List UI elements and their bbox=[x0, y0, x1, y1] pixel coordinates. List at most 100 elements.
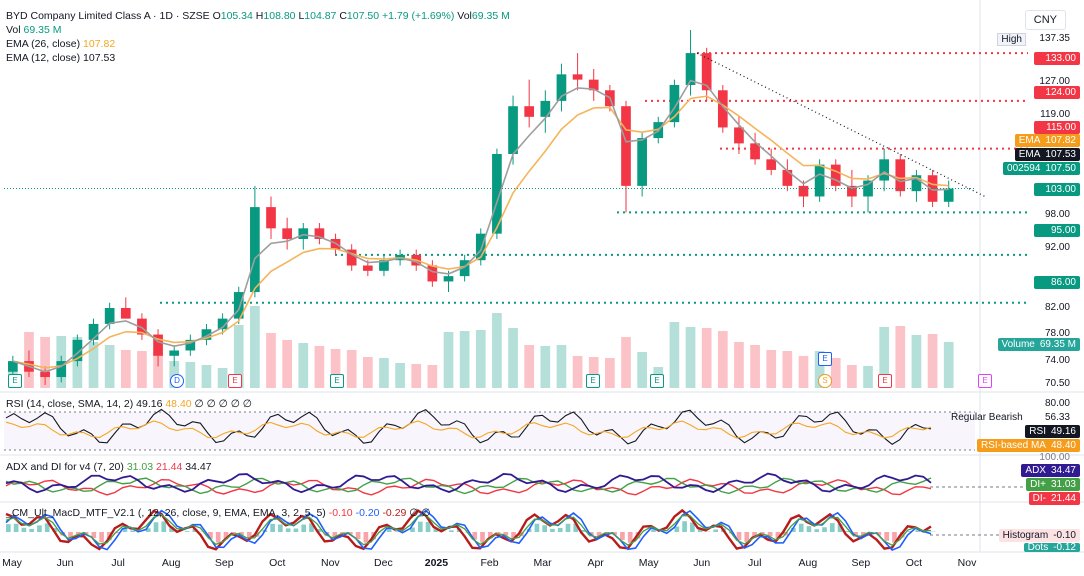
histogram-bar bbox=[184, 531, 190, 532]
volume-bar bbox=[395, 363, 405, 388]
volume-bar bbox=[556, 345, 567, 388]
candle-body bbox=[56, 361, 67, 378]
candle-body bbox=[621, 106, 631, 186]
level-label-115[interactable]: 115.00 bbox=[1034, 121, 1080, 134]
histogram-bar bbox=[13, 523, 19, 532]
x-axis-label: Oct bbox=[269, 557, 285, 569]
level-label-103[interactable]: 103.00 bbox=[1034, 183, 1080, 196]
rsi-title[interactable]: RSI (14, close, SMA, 14, 2) 49.16 48.40 … bbox=[6, 398, 252, 410]
candle-body bbox=[379, 260, 389, 271]
event-marker-earnings[interactable]: E bbox=[586, 374, 600, 388]
macd-extra: ∅ ∅ bbox=[409, 507, 431, 519]
volume-bar bbox=[685, 327, 696, 388]
rsi-title-label: RSI (14, close, SMA, 14, 2) bbox=[6, 398, 134, 410]
histogram-bar bbox=[853, 532, 858, 537]
x-axis-label: Aug bbox=[162, 557, 181, 569]
event-marker-earnings[interactable]: E bbox=[878, 374, 892, 388]
volume-legend[interactable]: Vol 69.35 M bbox=[6, 23, 61, 37]
candle-body bbox=[217, 318, 228, 330]
di-minus-tag[interactable]: DI- 21.44 bbox=[1028, 492, 1080, 505]
event-marker-dividend[interactable]: D bbox=[170, 374, 184, 388]
ema26-legend[interactable]: EMA (26, close) 107.82 bbox=[6, 37, 115, 51]
volume-bar bbox=[298, 343, 309, 388]
volume-bar bbox=[153, 352, 163, 388]
macd-title[interactable]: _CM_Ult_MacD_MTF_V2.1 (, 12, 26, close, … bbox=[6, 507, 431, 519]
ema12-legend-label: EMA (12, close) bbox=[6, 52, 81, 64]
histogram-bar bbox=[713, 529, 719, 532]
ema12-legend[interactable]: EMA (12, close) 107.53 bbox=[6, 51, 115, 65]
volume-bar bbox=[346, 350, 357, 388]
level-label-86[interactable]: 86.00 bbox=[1034, 276, 1080, 289]
candle-body bbox=[233, 292, 244, 319]
adx-title[interactable]: ADX and DI for v4 (7, 20) 31.03 21.44 34… bbox=[6, 461, 212, 473]
histogram-bar bbox=[876, 532, 882, 536]
candle-body bbox=[524, 106, 535, 117]
event-marker-earnings[interactable]: E bbox=[650, 374, 664, 388]
histogram-tag[interactable]: Histogram -0.10 bbox=[998, 529, 1080, 542]
histogram-bar bbox=[44, 523, 50, 532]
candle-body bbox=[185, 339, 196, 351]
volume-bar bbox=[120, 350, 131, 388]
volume-tag-key: Volume bbox=[1001, 339, 1035, 350]
x-axis-label: Sep bbox=[215, 557, 234, 569]
rsi-band bbox=[4, 412, 975, 450]
adx-tag[interactable]: ADX 34.47 bbox=[1021, 464, 1080, 477]
volume-bar bbox=[927, 334, 938, 388]
rsi-title-value: 49.16 bbox=[136, 398, 163, 410]
level-label-95[interactable]: 95.00 bbox=[1034, 224, 1080, 237]
level-label-124[interactable]: 124.00 bbox=[1034, 86, 1080, 99]
histogram-bar bbox=[495, 532, 501, 535]
volume-bar bbox=[40, 337, 50, 388]
volume-bar bbox=[572, 356, 583, 388]
candle-body bbox=[137, 318, 147, 335]
ema12-line bbox=[12, 79, 949, 373]
ema26-tag-key: EMA bbox=[1018, 135, 1041, 146]
volume-bar bbox=[185, 362, 196, 388]
candle-body bbox=[120, 307, 131, 319]
candle-body bbox=[459, 260, 470, 277]
histogram-bar bbox=[581, 530, 586, 532]
event-marker-earnings[interactable]: E bbox=[978, 374, 992, 388]
histogram-bar bbox=[892, 532, 897, 543]
level-label-133[interactable]: 133.00 bbox=[1034, 52, 1080, 65]
histogram-bar bbox=[806, 526, 812, 532]
high-marker-value: 137.35 bbox=[1039, 33, 1070, 44]
rsi-ma-line bbox=[5, 420, 932, 439]
di-plus-tag[interactable]: DI+ 31.03 bbox=[1026, 478, 1080, 491]
currency-selector[interactable]: CNY bbox=[1024, 10, 1066, 30]
last-price-tag[interactable]: 002594 107.50 bbox=[1003, 162, 1080, 175]
rsi-tag[interactable]: RSI 49.16 bbox=[1025, 425, 1080, 438]
regular-bearish-label: Regular Bearish bbox=[951, 412, 1023, 423]
histogram-bar bbox=[775, 532, 781, 539]
dots-tag[interactable]: Dots -0.12 bbox=[1023, 543, 1080, 552]
event-marker-dividend[interactable]: S bbox=[818, 374, 832, 388]
adx-tag-key: ADX bbox=[1025, 465, 1046, 476]
macd-v3: -0.29 bbox=[382, 507, 407, 519]
event-marker-earnings[interactable]: E bbox=[330, 374, 344, 388]
histogram-bar bbox=[433, 527, 439, 532]
histogram-bar bbox=[246, 532, 252, 538]
histogram-bar bbox=[480, 532, 485, 543]
macd-v1: -0.10 bbox=[328, 507, 353, 519]
candle-body bbox=[346, 249, 357, 266]
rsi-ma-tag[interactable]: RSI-based MA 48.40 bbox=[976, 439, 1080, 452]
event-marker-earnings[interactable]: E bbox=[228, 374, 242, 388]
ema26-tag[interactable]: EMA 107.82 bbox=[1014, 134, 1080, 147]
histogram-bar bbox=[68, 532, 73, 539]
ema12-tag[interactable]: EMA 107.53 bbox=[1014, 148, 1080, 161]
adx-top-tick: 100.00 bbox=[1039, 452, 1070, 463]
event-marker-earnings[interactable]: E bbox=[818, 352, 832, 366]
volume-bar bbox=[605, 358, 615, 388]
volume-bar bbox=[233, 325, 244, 388]
volume-tag[interactable]: Volume 69.35 M bbox=[997, 338, 1080, 351]
histogram-bar bbox=[682, 521, 687, 532]
histogram-bar bbox=[472, 532, 478, 540]
histogram-bar bbox=[52, 528, 58, 532]
event-marker-earnings[interactable]: E bbox=[8, 374, 22, 388]
histogram-bar bbox=[822, 527, 827, 532]
rsi-ma-tag-key: RSI-based MA bbox=[980, 440, 1046, 451]
symbol-title[interactable]: BYD Company Limited Class A · 1D · SZSE bbox=[6, 10, 210, 22]
volume-tag-value: 69.35 M bbox=[1039, 339, 1076, 350]
ema12-tag-key: EMA bbox=[1018, 149, 1041, 160]
